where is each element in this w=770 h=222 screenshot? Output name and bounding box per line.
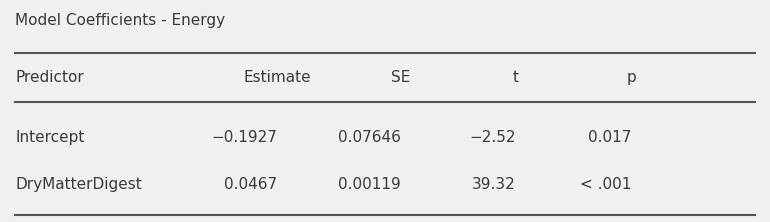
Text: 0.07646: 0.07646 xyxy=(337,130,400,145)
Text: p: p xyxy=(627,70,636,85)
Text: DryMatterDigest: DryMatterDigest xyxy=(15,177,142,192)
Text: Intercept: Intercept xyxy=(15,130,85,145)
Text: SE: SE xyxy=(390,70,410,85)
Text: Model Coefficients - Energy: Model Coefficients - Energy xyxy=(15,13,226,28)
Text: Estimate: Estimate xyxy=(243,70,311,85)
Text: 0.0467: 0.0467 xyxy=(224,177,277,192)
Text: −2.52: −2.52 xyxy=(470,130,516,145)
Text: t: t xyxy=(513,70,519,85)
Text: 0.00119: 0.00119 xyxy=(338,177,400,192)
Text: 39.32: 39.32 xyxy=(472,177,516,192)
Text: 0.017: 0.017 xyxy=(588,130,631,145)
Text: < .001: < .001 xyxy=(580,177,631,192)
Text: −0.1927: −0.1927 xyxy=(211,130,277,145)
Text: Predictor: Predictor xyxy=(15,70,84,85)
